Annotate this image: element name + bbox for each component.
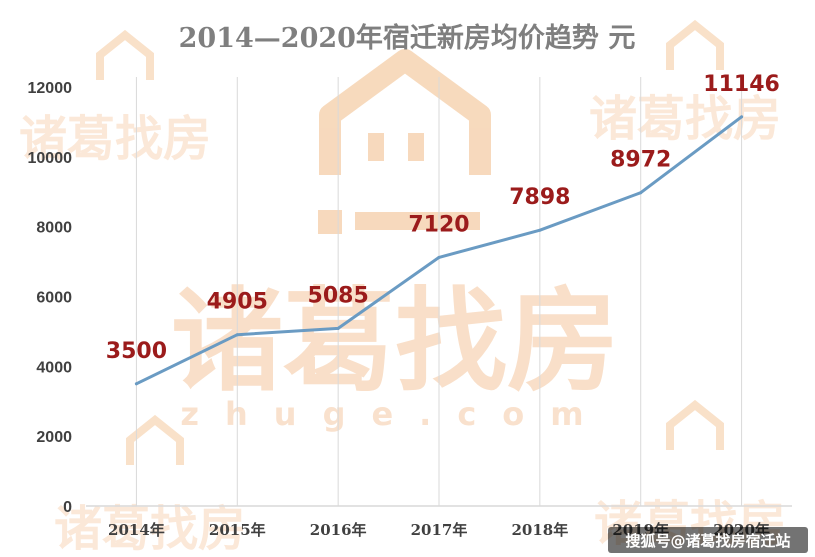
data-label: 8972 xyxy=(610,148,671,173)
y-tick-label: 2000 xyxy=(36,429,72,446)
x-tick-label: 2015年 xyxy=(209,521,266,539)
data-point xyxy=(336,326,340,330)
data-label: 5085 xyxy=(308,283,369,308)
x-tick-label: 2018年 xyxy=(511,521,568,539)
data-label: 11146 xyxy=(703,72,780,97)
gridlines xyxy=(135,77,743,506)
data-point xyxy=(437,255,441,259)
watermark-brand-small-tl: 诸葛找房 xyxy=(19,111,211,167)
watermark-brand-small-bl: 诸葛找房 xyxy=(54,501,246,557)
watermark-layer: 诸葛找房 zhuge.com 诸葛找房 诸葛找房 诸葛找房 诸葛找房 xyxy=(19,19,786,557)
y-tick-label: 8000 xyxy=(36,220,72,237)
series-layer xyxy=(134,115,744,386)
house-logo-icon-small xyxy=(96,19,724,465)
y-tick-label: 0 xyxy=(63,499,72,516)
data-point xyxy=(235,333,239,337)
x-tick-label: 2017年 xyxy=(411,521,468,539)
y-tick-label: 6000 xyxy=(36,290,72,307)
watermark-brand-small-tr: 诸葛找房 xyxy=(589,91,781,147)
data-label: 7898 xyxy=(509,185,570,210)
data-labels: 3500 4905 5085 7120 7898 8972 11146 xyxy=(106,72,780,364)
credit-text: 搜狐号@诸葛找房宿迁站 xyxy=(625,532,790,550)
y-axis-ticks: 0 2000 4000 6000 8000 10000 12000 xyxy=(28,80,73,516)
chart-title: 2014—2020年宿迁新房均价趋势 元 xyxy=(179,22,636,54)
data-point xyxy=(639,191,643,195)
data-label: 7120 xyxy=(408,212,469,237)
x-tick-label: 2016年 xyxy=(310,521,367,539)
x-tick-label: 2014年 xyxy=(108,521,165,539)
y-tick-label: 4000 xyxy=(36,359,72,376)
watermark-brand-large: 诸葛找房 xyxy=(171,277,619,407)
y-tick-label: 12000 xyxy=(28,80,73,97)
data-point xyxy=(134,382,138,386)
y-tick-label: 10000 xyxy=(28,150,73,167)
credit-badge: 搜狐号@诸葛找房宿迁站 xyxy=(608,527,808,553)
watermark-domain: zhuge.com xyxy=(180,395,609,433)
house-logo-icon xyxy=(318,49,491,234)
data-label: 4905 xyxy=(207,290,268,315)
data-point xyxy=(740,115,744,119)
data-point xyxy=(538,228,542,232)
data-label: 3500 xyxy=(106,339,167,364)
